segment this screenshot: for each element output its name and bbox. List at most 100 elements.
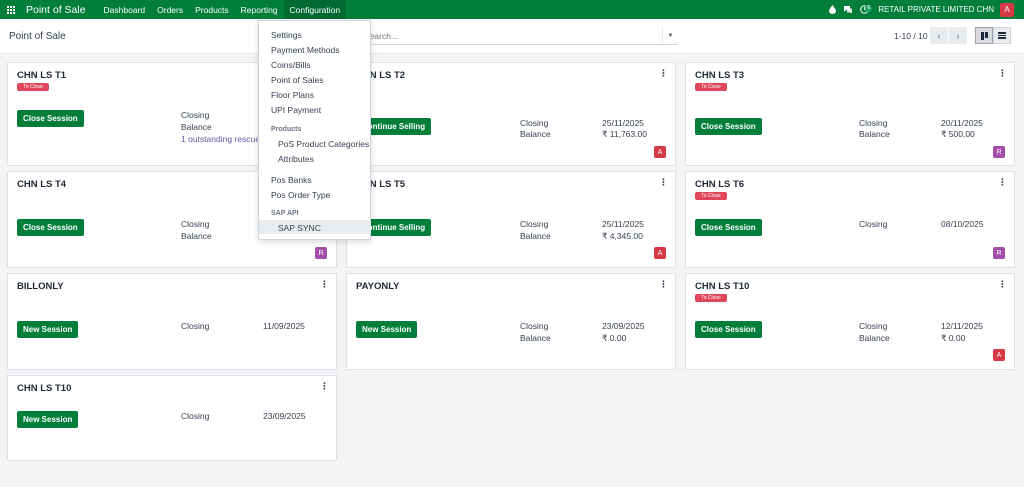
close-session-button[interactable]: Close Session xyxy=(695,219,762,236)
new-session-button[interactable]: New Session xyxy=(17,411,79,428)
to-close-tag: To Close xyxy=(695,83,727,91)
menu-item-pos-banks[interactable]: Pos Banks xyxy=(271,175,312,185)
closing-label: Closing xyxy=(859,321,888,331)
close-session-button[interactable]: Close Session xyxy=(17,110,84,127)
balance-label: Balance xyxy=(859,129,890,139)
balance-label: Balance xyxy=(520,231,551,241)
balance-label: Balance xyxy=(181,231,212,241)
app-name[interactable]: Point of Sale xyxy=(26,3,86,16)
closing-label: Closing xyxy=(181,321,210,331)
chevron-left-icon[interactable]: ‹ xyxy=(930,27,948,44)
new-session-button[interactable]: New Session xyxy=(356,321,418,338)
pos-card: CHN LS T3 ⋮ To Close Close Session Closi… xyxy=(685,62,1015,166)
menu-item-payment-methods[interactable]: Payment Methods xyxy=(271,45,340,55)
kebab-menu-icon[interactable]: ⋮ xyxy=(998,279,1007,289)
balance-label: Balance xyxy=(181,122,212,132)
kebab-menu-icon[interactable]: ⋮ xyxy=(998,177,1007,187)
menu-item-upi-payment[interactable]: UPI Payment xyxy=(271,105,322,115)
balance-value: ₹ 0.00 xyxy=(602,333,627,343)
balance-label: Balance xyxy=(859,333,890,343)
pos-card: BILLONLY ⋮ New Session Closing 11/09/202… xyxy=(7,273,337,370)
dropdown-header-sap-api: SAP API xyxy=(271,210,299,217)
menu-dashboard[interactable]: Dashboard xyxy=(103,4,146,15)
search-bar: ▼ xyxy=(360,26,678,45)
pos-card: CHN LS T10 ⋮ To Close Close Session Clos… xyxy=(685,273,1015,370)
rescue-session-link[interactable]: 1 outstanding rescue s xyxy=(181,134,267,144)
closing-label: Closing xyxy=(859,219,888,229)
closing-label: Closing xyxy=(520,118,549,128)
menu-item-pos-order-type[interactable]: Pos Order Type xyxy=(271,190,331,200)
top-navbar: Point of Sale Dashboard Orders Products … xyxy=(0,0,1024,19)
balance-value: ₹ 500.00 xyxy=(941,129,975,139)
closing-date: 12/11/2025 xyxy=(941,321,983,331)
card-title: CHN LS T10 xyxy=(17,383,72,394)
menu-item-point-of-sales[interactable]: Point of Sales xyxy=(271,75,324,85)
card-title: BILLONLY xyxy=(17,281,64,292)
closing-date: 23/09/2025 xyxy=(602,321,645,331)
closing-date: 25/11/2025 xyxy=(602,118,644,128)
continue-selling-button[interactable]: Continue Selling xyxy=(356,219,432,236)
activity-clock-icon[interactable]: 6 xyxy=(856,5,873,14)
to-close-tag: To Close xyxy=(17,83,49,91)
closing-label: Closing xyxy=(859,118,888,128)
close-session-button[interactable]: Close Session xyxy=(695,118,762,135)
user-avatar[interactable]: A xyxy=(1000,2,1014,17)
menu-item-attributes[interactable]: Attributes xyxy=(278,154,314,164)
pos-card: CHN LS T6 ⋮ To Close Close Session Closi… xyxy=(685,171,1015,268)
menu-orders[interactable]: Orders xyxy=(157,4,184,15)
menu-products[interactable]: Products xyxy=(195,4,229,15)
breadcrumb: Point of Sale xyxy=(9,31,66,42)
user-chip: R xyxy=(993,146,1005,158)
user-chip: A xyxy=(654,247,666,259)
company-switcher[interactable]: RETAIL PRIVATE LIMITED CHN xyxy=(878,5,994,14)
close-session-button[interactable]: Close Session xyxy=(17,219,84,236)
menu-reporting[interactable]: Reporting xyxy=(240,4,278,15)
to-close-tag: To Close xyxy=(695,294,727,302)
user-chip: R xyxy=(993,247,1005,259)
dropdown-active-highlight xyxy=(259,220,371,234)
menu-item-settings[interactable]: Settings xyxy=(271,30,302,40)
kebab-menu-icon[interactable]: ⋮ xyxy=(659,279,668,289)
balance-value: ₹ 0.00 xyxy=(941,333,966,343)
menu-item-sap-sync[interactable]: SAP SYNC xyxy=(278,223,321,233)
kebab-menu-icon[interactable]: ⋮ xyxy=(659,68,668,78)
balance-value: ₹ 4,345.00 xyxy=(602,231,643,241)
apps-menu-icon[interactable] xyxy=(0,0,22,19)
pager-value[interactable]: 1-10 / 10 xyxy=(894,31,928,41)
card-title: CHN LS T4 xyxy=(17,179,67,190)
menu-configuration[interactable]: Configuration xyxy=(283,0,347,19)
chevron-right-icon[interactable]: › xyxy=(949,27,967,44)
control-panel: Point of Sale ▼ 1-10 / 10 ‹ › xyxy=(0,19,1024,54)
continue-selling-button[interactable]: Continue Selling xyxy=(356,118,432,135)
closing-label: Closing xyxy=(181,411,210,421)
kebab-menu-icon[interactable]: ⋮ xyxy=(998,68,1007,78)
menu-item-pos-product-categories[interactable]: PoS Product Categories xyxy=(278,139,370,149)
activity-count-badge: 6 xyxy=(865,5,873,12)
user-chip: R xyxy=(315,247,327,259)
balance-label: Balance xyxy=(520,129,551,139)
closing-label: Closing xyxy=(520,219,549,229)
card-title: CHN LS T1 xyxy=(17,70,67,81)
user-chip: A xyxy=(654,146,666,158)
search-input[interactable] xyxy=(360,30,650,41)
kebab-menu-icon[interactable]: ⋮ xyxy=(320,381,329,391)
kebab-menu-icon[interactable]: ⋮ xyxy=(659,177,668,187)
card-title: CHN LS T2 xyxy=(356,70,406,81)
card-title: PAYONLY xyxy=(356,281,400,292)
chat-icon[interactable] xyxy=(840,5,856,14)
close-session-button[interactable]: Close Session xyxy=(695,321,762,338)
kanban-view-icon[interactable] xyxy=(975,27,993,44)
closing-date: 20/11/2025 xyxy=(941,118,983,128)
closing-date: 25/11/2025 xyxy=(602,219,644,229)
closing-label: Closing xyxy=(181,110,210,120)
kebab-menu-icon[interactable]: ⋮ xyxy=(320,279,329,289)
caret-down-icon[interactable]: ▼ xyxy=(662,26,678,45)
new-session-button[interactable]: New Session xyxy=(17,321,79,338)
menu-item-floor-plans[interactable]: Floor Plans xyxy=(271,90,314,100)
drop-icon[interactable] xyxy=(824,5,840,14)
menu-item-coins-bills[interactable]: Coins/Bills xyxy=(271,60,311,70)
card-title: CHN LS T6 xyxy=(695,179,745,190)
closing-label: Closing xyxy=(520,321,549,331)
pos-card: CHN LS T4 Close Session Closing Balance … xyxy=(7,171,337,268)
list-view-icon[interactable] xyxy=(993,27,1011,44)
